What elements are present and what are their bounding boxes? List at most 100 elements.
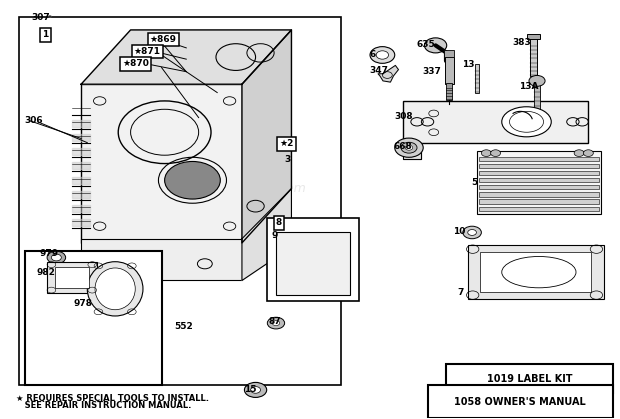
Polygon shape (72, 176, 91, 184)
Text: 978: 978 (74, 299, 93, 308)
Polygon shape (72, 148, 91, 155)
Circle shape (583, 150, 593, 156)
Bar (529, 38, 537, 76)
Text: 87: 87 (268, 317, 281, 326)
Circle shape (405, 145, 413, 150)
Bar (479, 157, 599, 161)
Ellipse shape (510, 111, 544, 132)
Bar (467, 245, 604, 299)
Bar (479, 185, 599, 189)
Text: 7: 7 (457, 288, 464, 297)
Text: 635: 635 (417, 40, 435, 49)
Text: 306: 306 (24, 116, 43, 125)
Text: 9: 9 (272, 231, 278, 241)
Text: SEE REPAIR INSTRUCTION MANUAL.: SEE REPAIR INSTRUCTION MANUAL. (16, 401, 192, 410)
Bar (479, 199, 599, 204)
Text: 13: 13 (462, 59, 475, 69)
Ellipse shape (95, 268, 135, 310)
Circle shape (490, 150, 500, 156)
Circle shape (467, 230, 476, 235)
Polygon shape (242, 189, 291, 280)
Bar (276, 233, 350, 295)
Bar (81, 239, 242, 280)
Text: 15: 15 (244, 385, 256, 394)
Text: 8: 8 (276, 218, 282, 228)
Polygon shape (72, 205, 91, 212)
Text: 1058 OWNER'S MANUAL: 1058 OWNER'S MANUAL (454, 397, 586, 406)
Ellipse shape (502, 256, 576, 288)
Polygon shape (72, 162, 91, 169)
Bar (19, 18, 341, 385)
Polygon shape (72, 219, 91, 226)
Text: 3: 3 (285, 155, 291, 164)
Text: ★ REQUIRES SPECIAL TOOLS TO INSTALL.: ★ REQUIRES SPECIAL TOOLS TO INSTALL. (16, 394, 209, 403)
Bar (477, 151, 601, 214)
Circle shape (401, 142, 417, 153)
Text: ★871: ★871 (134, 47, 161, 56)
Text: 979: 979 (39, 249, 58, 258)
Circle shape (574, 150, 584, 156)
Polygon shape (72, 120, 91, 127)
Text: 383: 383 (512, 38, 531, 47)
Circle shape (370, 47, 395, 63)
Text: ★870: ★870 (122, 59, 149, 68)
Circle shape (250, 387, 260, 393)
Bar (480, 252, 591, 292)
Bar (267, 218, 360, 301)
Bar (479, 207, 599, 211)
Text: 337: 337 (423, 67, 441, 76)
Text: ★869: ★869 (150, 35, 177, 44)
Circle shape (425, 38, 447, 53)
Bar (474, 64, 479, 93)
Text: 552: 552 (174, 322, 193, 331)
Polygon shape (403, 143, 422, 159)
Circle shape (395, 138, 423, 157)
Bar (403, 101, 588, 143)
Text: ⚪: ⚪ (47, 14, 53, 21)
Polygon shape (72, 191, 91, 198)
Circle shape (481, 150, 491, 156)
Text: 307: 307 (32, 13, 50, 22)
Text: 982: 982 (37, 269, 55, 277)
Text: 5: 5 (471, 178, 477, 187)
Polygon shape (378, 65, 399, 82)
Bar (445, 50, 454, 57)
Bar (527, 34, 539, 39)
Polygon shape (242, 30, 291, 243)
Polygon shape (81, 30, 291, 84)
Text: 347: 347 (370, 66, 388, 75)
Bar (479, 171, 599, 175)
Bar (428, 385, 613, 418)
Text: 668: 668 (394, 142, 412, 151)
Text: 10: 10 (453, 227, 466, 236)
Circle shape (165, 161, 220, 199)
Circle shape (247, 200, 264, 212)
Ellipse shape (87, 262, 143, 316)
Text: 1019 LABEL KIT: 1019 LABEL KIT (487, 374, 572, 384)
Circle shape (47, 251, 66, 264)
Circle shape (244, 383, 267, 398)
Bar (47, 262, 97, 293)
Bar (534, 84, 540, 111)
Ellipse shape (502, 107, 551, 137)
Bar (81, 84, 242, 243)
Text: 1: 1 (42, 31, 48, 39)
Circle shape (267, 317, 285, 329)
Circle shape (272, 321, 280, 326)
Bar (446, 364, 613, 393)
Polygon shape (72, 134, 91, 141)
Circle shape (463, 226, 481, 239)
Bar (479, 164, 599, 168)
Text: 6: 6 (370, 50, 376, 59)
Circle shape (529, 75, 545, 86)
Circle shape (376, 51, 389, 59)
Bar (446, 83, 452, 100)
Circle shape (51, 254, 61, 261)
Bar (479, 192, 599, 197)
Text: ★2: ★2 (279, 140, 294, 148)
Bar (479, 178, 599, 182)
Bar (445, 57, 453, 84)
Text: replacementparts.com: replacementparts.com (165, 182, 307, 195)
Bar (55, 267, 89, 288)
Text: 308: 308 (394, 112, 413, 121)
